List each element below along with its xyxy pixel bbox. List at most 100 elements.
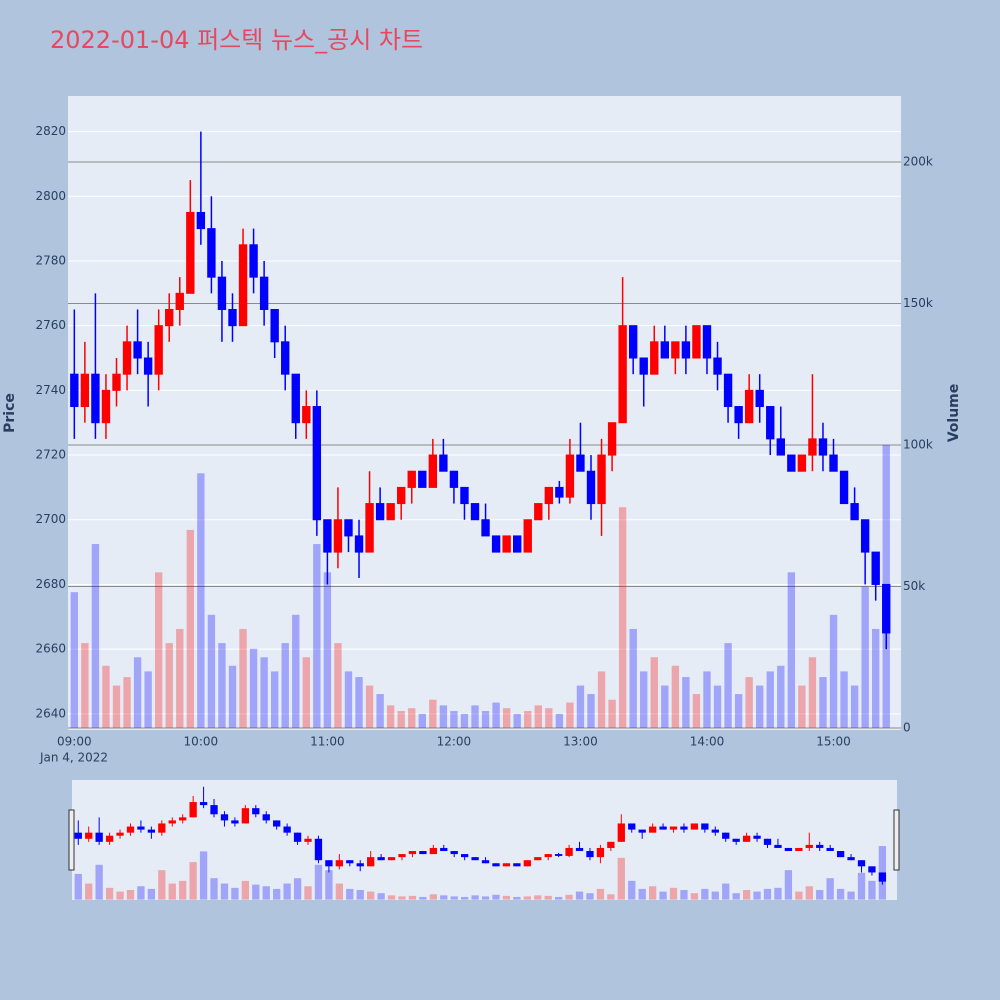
slider-candle-body (711, 829, 719, 833)
slider-candle-body (179, 817, 187, 821)
slider-volume-bar (158, 870, 166, 900)
candle-body (702, 325, 712, 359)
slider-candle-body (763, 838, 772, 845)
volume-bar (376, 694, 384, 729)
volume-bar (334, 643, 342, 729)
slider-volume-bar (450, 896, 458, 900)
slider-handle[interactable] (68, 809, 75, 871)
slider-volume-bar (836, 888, 845, 900)
candle-body (344, 519, 353, 537)
slider-volume-bar (377, 893, 385, 900)
plot-area (68, 96, 901, 730)
candle-body (544, 486, 554, 505)
volume-bar (144, 671, 152, 729)
candle-body (523, 519, 532, 553)
volume-bar (355, 677, 363, 729)
volume-bar (766, 671, 774, 729)
y-tick-label: 2640 (35, 706, 66, 720)
slider-handle[interactable] (893, 809, 900, 871)
volume-bar (386, 705, 395, 729)
x-tick-label: 10:00 (184, 735, 219, 749)
slider-volume-bar (325, 870, 333, 900)
slider-volume-bar (722, 883, 730, 900)
volume-bar (640, 671, 648, 729)
slider-candle-body (732, 838, 740, 842)
slider-volume-bar (492, 894, 500, 900)
candle-body (365, 503, 374, 553)
candle-body (808, 438, 817, 456)
slider-volume-bar (367, 891, 375, 900)
slider-volume-bar (137, 886, 145, 900)
slider-volume-bar (544, 895, 552, 900)
volume-bar (692, 694, 701, 729)
volume-bar (460, 713, 469, 729)
candle-body (281, 341, 290, 375)
y2-axis-label: Volume (946, 384, 962, 443)
slider-volume-bar (847, 891, 855, 900)
slider-candle-body (210, 805, 218, 815)
candle-body (628, 325, 638, 359)
slider-volume-bar (220, 883, 229, 900)
slider-volume-bar (607, 894, 615, 900)
slider-candle-body (356, 863, 364, 867)
slider-volume-bar (440, 895, 448, 900)
slider-volume-bar (753, 891, 761, 900)
range-slider[interactable] (72, 780, 897, 900)
slider-candle-body (690, 823, 699, 830)
y-tick-label: 2740 (35, 383, 66, 397)
y2-tick-label: 50k (903, 579, 925, 593)
slider-volume-bar (648, 886, 657, 900)
slider-candle-body (544, 854, 552, 858)
slider-volume-bar (95, 864, 103, 900)
slider-candle-body (335, 860, 343, 867)
slider-candle-body (189, 802, 197, 818)
volume-bar (292, 614, 300, 729)
slider-candle-body (534, 857, 542, 861)
volume-bar (313, 544, 321, 729)
candle-body (871, 551, 880, 585)
slider-candle-body (513, 863, 521, 867)
slider-volume-bar (638, 888, 646, 900)
slider-candle-body (220, 814, 229, 821)
candle-body (196, 211, 206, 230)
volume-bar (629, 628, 637, 729)
slider-candle-body (95, 832, 103, 842)
x-tick-label: 11:00 (310, 735, 345, 749)
volume-bar (165, 643, 173, 729)
slider-volume-bar (189, 862, 197, 900)
slider-candle-body (575, 847, 584, 852)
volume-bar (724, 643, 732, 729)
candle-body (839, 470, 849, 505)
candle-body (681, 341, 691, 359)
candle-body (133, 341, 142, 359)
volume-bar (344, 671, 353, 729)
volume-bar (861, 586, 869, 729)
slider-volume-bar (335, 883, 343, 900)
candle-body (302, 406, 311, 424)
slider-volume-bar (857, 872, 866, 900)
candle-body (418, 470, 427, 488)
slider-candle-body (304, 838, 312, 842)
slider-volume-bar (701, 888, 709, 900)
slider-candle-body (293, 832, 302, 842)
candle-body (323, 519, 332, 553)
candle-body (797, 454, 807, 472)
slider-volume-bar (429, 894, 437, 900)
slider-candle-body (158, 823, 166, 833)
slider-candle-body (429, 847, 437, 855)
slider-candle-body (105, 835, 114, 842)
slider-volume-bar (826, 878, 834, 900)
candle-body (91, 373, 100, 424)
volume-bar (218, 643, 226, 729)
y-tick-label: 2680 (35, 577, 66, 591)
volume-bar (756, 685, 764, 729)
volume-bar (576, 685, 585, 729)
slider-volume-bar (554, 896, 563, 900)
candle-body (439, 454, 448, 472)
slider-volume-bar (628, 880, 636, 900)
volume-bar (133, 657, 142, 729)
candle-body (112, 373, 121, 391)
volume-bar (618, 507, 627, 729)
volume-bar (70, 592, 79, 729)
slider-volume-bar (179, 880, 187, 900)
